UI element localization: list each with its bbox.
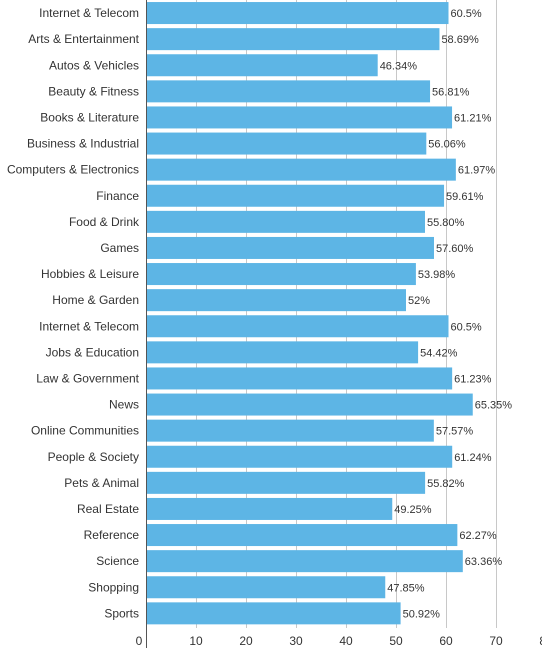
x-tick-label: 80 (539, 634, 542, 648)
x-tick-label: 70 (489, 634, 503, 648)
value-label: 55.80% (427, 217, 465, 229)
category-labels: Internet & Telecom Arts & Entertainment Au… (7, 6, 140, 620)
x-tick-label: 50 (389, 634, 403, 648)
value-label: 63.36% (465, 556, 503, 568)
value-label: 57.60% (436, 243, 474, 255)
bar (146, 497, 393, 520)
bar (146, 367, 453, 390)
bar (146, 471, 426, 494)
bar (146, 236, 434, 259)
value-label: 62.27% (459, 530, 497, 542)
value-label: 46.34% (380, 60, 418, 72)
value-label: 54.42% (420, 347, 458, 359)
value-label: 56.81% (432, 86, 470, 98)
bar (146, 132, 427, 155)
value-label: 61.23% (454, 373, 492, 385)
category-label: Internet & Telecom (39, 6, 139, 20)
category-label: Finance (96, 189, 139, 203)
x-axis-tick-labels: 0 10 20 30 40 50 60 70 80 (136, 634, 542, 648)
value-label: 53.98% (418, 269, 456, 281)
bar (146, 158, 456, 181)
x-tick-label: 60 (439, 634, 453, 648)
value-label: 61.24% (454, 452, 492, 464)
value-label: 47.85% (387, 582, 425, 594)
value-label: 56.06% (428, 139, 466, 151)
bar (146, 393, 473, 416)
bar (146, 263, 416, 286)
bar (146, 210, 425, 233)
value-label: 57.57% (436, 426, 474, 438)
category-label: Business & Industrial (27, 137, 139, 151)
bar (146, 602, 401, 625)
value-labels: 60.5% 58.69% 46.34% 56.81% 61.21% 56.06% 61.97… (380, 8, 513, 620)
category-label: Computers & Electronics (7, 163, 139, 177)
category-label: Reference (84, 528, 140, 542)
x-tick-label: 30 (289, 634, 303, 648)
category-label: Real Estate (77, 502, 139, 516)
bar (146, 106, 453, 129)
category-label: Hobbies & Leisure (41, 267, 139, 281)
bar (146, 445, 453, 468)
bar (146, 524, 458, 547)
category-label: Autos & Vehicles (49, 58, 139, 72)
category-label: Internet & Telecom (39, 319, 139, 333)
bar (146, 80, 431, 103)
grid-lines (196, 0, 497, 628)
category-label: Games (100, 241, 139, 255)
value-label: 61.97% (458, 165, 496, 177)
bar (146, 28, 440, 51)
bar (146, 550, 463, 573)
category-label: Science (96, 554, 139, 568)
category-label: Food & Drink (69, 215, 140, 229)
x-tick-label: 40 (339, 634, 353, 648)
category-label: Beauty & Fitness (48, 84, 139, 98)
value-label: 59.61% (446, 191, 484, 203)
category-label: Sports (104, 606, 139, 620)
bar (146, 315, 449, 338)
category-label: Home & Garden (52, 293, 139, 307)
bar (146, 54, 378, 77)
bar (146, 289, 406, 312)
bar (146, 184, 445, 207)
category-label: Online Communities (31, 424, 139, 438)
category-label: Jobs & Education (46, 345, 139, 359)
value-label: 60.5% (451, 8, 482, 20)
category-label: Books & Literature (40, 110, 139, 124)
x-tick-label: 10 (189, 634, 203, 648)
category-label: Pets & Animal (64, 476, 139, 490)
value-label: 55.82% (427, 478, 465, 490)
category-label: People & Society (48, 450, 139, 464)
x-tick-label: 20 (239, 634, 253, 648)
value-label: 58.69% (441, 34, 479, 46)
bar (146, 576, 386, 599)
category-label: Arts & Entertainment (28, 32, 139, 46)
value-label: 49.25% (394, 504, 432, 516)
bars (146, 2, 473, 625)
category-label: Law & Government (36, 371, 139, 385)
bar (146, 341, 419, 364)
category-label: Shopping (88, 580, 139, 594)
bar (146, 419, 434, 442)
value-label: 52% (408, 295, 430, 307)
bar (146, 2, 449, 25)
category-label: News (109, 398, 139, 412)
x-tick-label: 0 (136, 634, 143, 648)
value-label: 61.21% (454, 112, 492, 124)
value-label: 60.5% (451, 321, 482, 333)
value-label: 50.92% (403, 608, 441, 620)
value-label: 65.35% (475, 400, 513, 412)
